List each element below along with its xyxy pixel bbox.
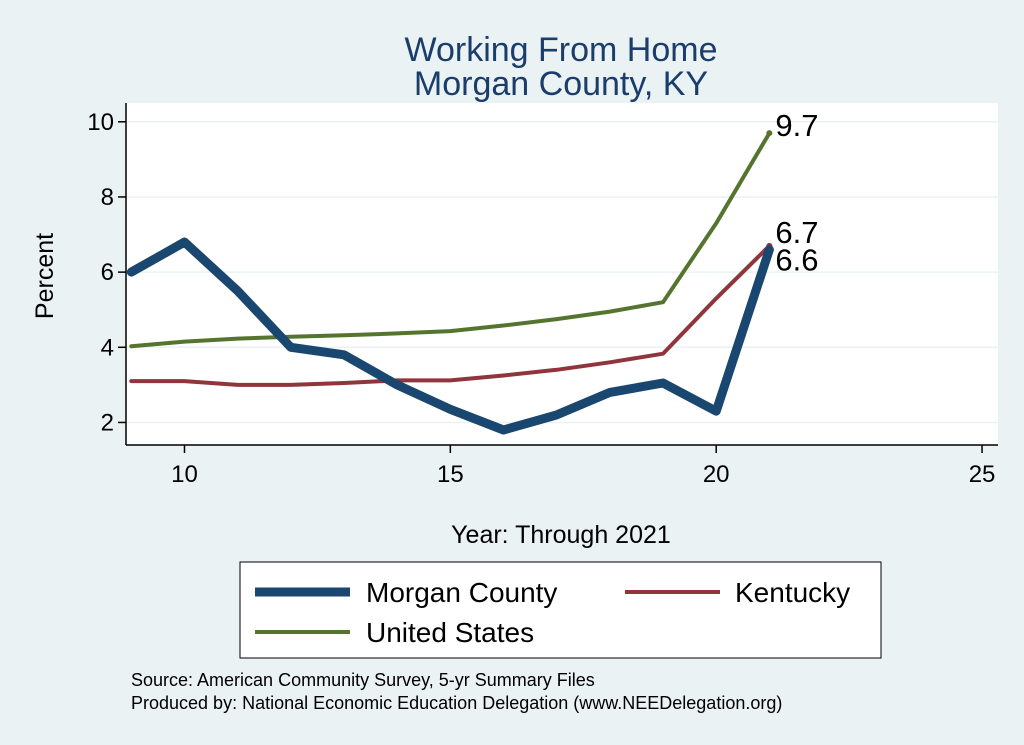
legend-label-kentucky: Kentucky (735, 577, 850, 608)
series-line-kentucky (129, 243, 772, 387)
y-tick-label: 4 (101, 334, 114, 361)
grid-lines (126, 121, 998, 424)
end-labels: 9.7 6.76.6 (775, 108, 818, 278)
legend-label-morgan-county: Morgan County (366, 577, 557, 608)
series-layer (126, 130, 774, 435)
y-tick-label: 8 (101, 184, 114, 211)
end-label-united-states: 9.7 (775, 108, 818, 143)
y-tick-label: 2 (101, 409, 114, 436)
x-tick-label: 20 (703, 461, 730, 488)
producer-note: Produced by: National Economic Education… (131, 693, 782, 713)
source-note: Source: American Community Survey, 5-yr … (131, 670, 595, 690)
chart-title-line-1: Working From Home (405, 31, 718, 69)
end-label-kentucky: 6.7 (775, 215, 818, 250)
series-line-morgan-county (126, 237, 774, 435)
y-tick-label: 10 (87, 109, 114, 136)
legend-label-united-states: United States (366, 617, 534, 648)
y-tick-label: 6 (101, 259, 114, 286)
end-point-united-states (766, 130, 773, 137)
legend-box (239, 561, 882, 659)
y-axis-label: Percent (31, 233, 59, 319)
x-axis-label: Year: Through 2021 (451, 521, 671, 549)
chart-title-line-2: Morgan County, KY (414, 65, 708, 103)
axes: 2 4 6 8 10 10 15 20 25 (87, 103, 998, 488)
end-label-morgan-county: 6.6 (775, 243, 818, 278)
series-line-united-states (129, 131, 772, 349)
x-tick-label: 15 (437, 461, 464, 488)
end-point-morgan-county (766, 246, 773, 253)
plot-area (126, 103, 998, 445)
x-tick-label: 10 (171, 461, 198, 488)
x-tick-label: 25 (969, 461, 996, 488)
